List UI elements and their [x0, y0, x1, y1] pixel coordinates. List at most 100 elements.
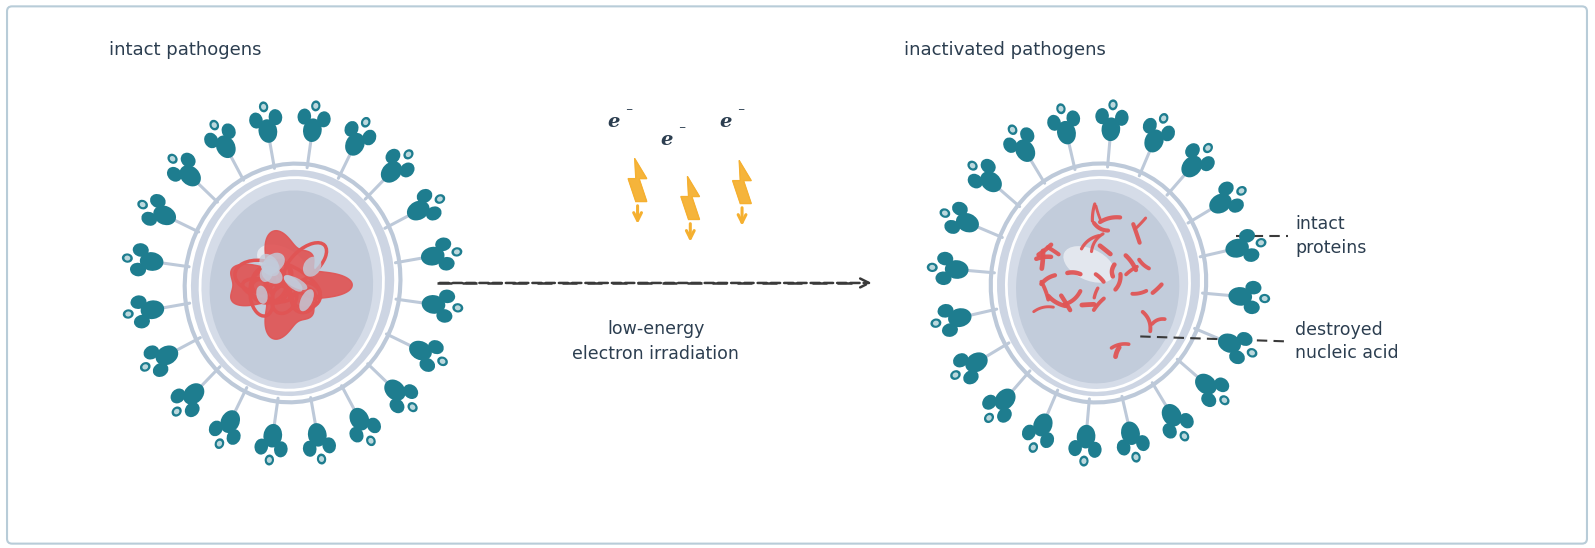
Ellipse shape [188, 168, 396, 398]
Ellipse shape [317, 111, 330, 127]
Ellipse shape [368, 438, 373, 444]
Ellipse shape [1034, 414, 1053, 436]
Ellipse shape [142, 364, 148, 369]
Ellipse shape [1161, 404, 1182, 426]
Ellipse shape [408, 341, 432, 361]
Ellipse shape [434, 194, 445, 204]
Ellipse shape [1258, 240, 1263, 246]
Ellipse shape [1144, 129, 1164, 152]
Ellipse shape [1016, 190, 1179, 384]
Ellipse shape [1056, 103, 1065, 114]
Ellipse shape [437, 309, 453, 323]
Ellipse shape [263, 424, 282, 448]
Polygon shape [681, 176, 700, 220]
Ellipse shape [345, 133, 365, 156]
Ellipse shape [1244, 248, 1260, 262]
Ellipse shape [427, 340, 443, 354]
Polygon shape [628, 158, 646, 202]
Ellipse shape [1121, 421, 1140, 445]
Ellipse shape [1236, 332, 1252, 346]
Ellipse shape [180, 165, 201, 186]
Ellipse shape [1219, 181, 1233, 196]
Ellipse shape [226, 429, 241, 445]
Ellipse shape [416, 189, 432, 203]
Ellipse shape [220, 410, 239, 433]
Ellipse shape [938, 252, 954, 265]
Ellipse shape [927, 262, 938, 272]
Ellipse shape [258, 119, 278, 143]
Ellipse shape [963, 370, 979, 384]
Ellipse shape [153, 206, 175, 225]
Ellipse shape [258, 101, 268, 112]
Ellipse shape [997, 408, 1011, 423]
Ellipse shape [150, 194, 166, 208]
Ellipse shape [410, 404, 415, 410]
FancyBboxPatch shape [6, 7, 1587, 544]
Ellipse shape [140, 202, 145, 207]
Ellipse shape [362, 130, 376, 145]
Ellipse shape [263, 253, 286, 273]
Ellipse shape [260, 254, 279, 276]
Ellipse shape [930, 265, 935, 270]
Ellipse shape [124, 255, 131, 261]
Ellipse shape [968, 174, 983, 189]
Ellipse shape [212, 122, 217, 128]
Ellipse shape [1040, 432, 1054, 448]
Ellipse shape [455, 305, 461, 310]
Ellipse shape [1134, 454, 1139, 460]
Ellipse shape [1022, 425, 1035, 441]
Ellipse shape [300, 289, 314, 311]
Ellipse shape [1228, 287, 1252, 306]
Ellipse shape [440, 359, 445, 364]
Ellipse shape [954, 353, 968, 368]
Ellipse shape [265, 454, 274, 465]
Ellipse shape [1102, 117, 1120, 141]
Ellipse shape [140, 300, 164, 319]
Ellipse shape [1195, 374, 1217, 395]
Ellipse shape [217, 441, 222, 447]
Ellipse shape [983, 395, 997, 410]
Ellipse shape [1077, 425, 1096, 448]
Ellipse shape [1096, 108, 1109, 124]
Ellipse shape [1116, 439, 1131, 455]
Ellipse shape [426, 207, 442, 220]
Ellipse shape [1057, 121, 1077, 144]
Ellipse shape [1246, 281, 1262, 294]
Polygon shape [732, 161, 751, 203]
Polygon shape [231, 231, 352, 339]
Ellipse shape [1206, 145, 1211, 151]
Ellipse shape [185, 402, 199, 417]
Ellipse shape [1029, 442, 1038, 453]
Ellipse shape [313, 103, 319, 109]
Ellipse shape [943, 210, 947, 216]
Ellipse shape [360, 117, 370, 128]
Ellipse shape [1236, 186, 1247, 196]
Ellipse shape [364, 119, 368, 125]
Ellipse shape [421, 247, 445, 266]
Ellipse shape [255, 438, 268, 455]
Ellipse shape [951, 370, 960, 380]
Ellipse shape [367, 418, 381, 433]
Ellipse shape [1131, 452, 1140, 463]
Ellipse shape [952, 202, 968, 216]
Ellipse shape [1255, 238, 1266, 248]
Ellipse shape [995, 389, 1016, 410]
Ellipse shape [317, 454, 327, 465]
Ellipse shape [215, 135, 236, 158]
Ellipse shape [1088, 442, 1102, 458]
Ellipse shape [386, 149, 400, 164]
Ellipse shape [284, 275, 303, 292]
Ellipse shape [209, 421, 223, 436]
Ellipse shape [455, 249, 459, 254]
Ellipse shape [943, 323, 959, 337]
Ellipse shape [936, 271, 952, 285]
Ellipse shape [947, 308, 971, 327]
Ellipse shape [204, 133, 219, 148]
Ellipse shape [1258, 294, 1270, 303]
Ellipse shape [319, 456, 324, 462]
Text: inactivated pathogens: inactivated pathogens [904, 41, 1107, 59]
Ellipse shape [1059, 106, 1064, 112]
Ellipse shape [268, 109, 282, 125]
Ellipse shape [156, 345, 179, 366]
Ellipse shape [1136, 435, 1150, 451]
